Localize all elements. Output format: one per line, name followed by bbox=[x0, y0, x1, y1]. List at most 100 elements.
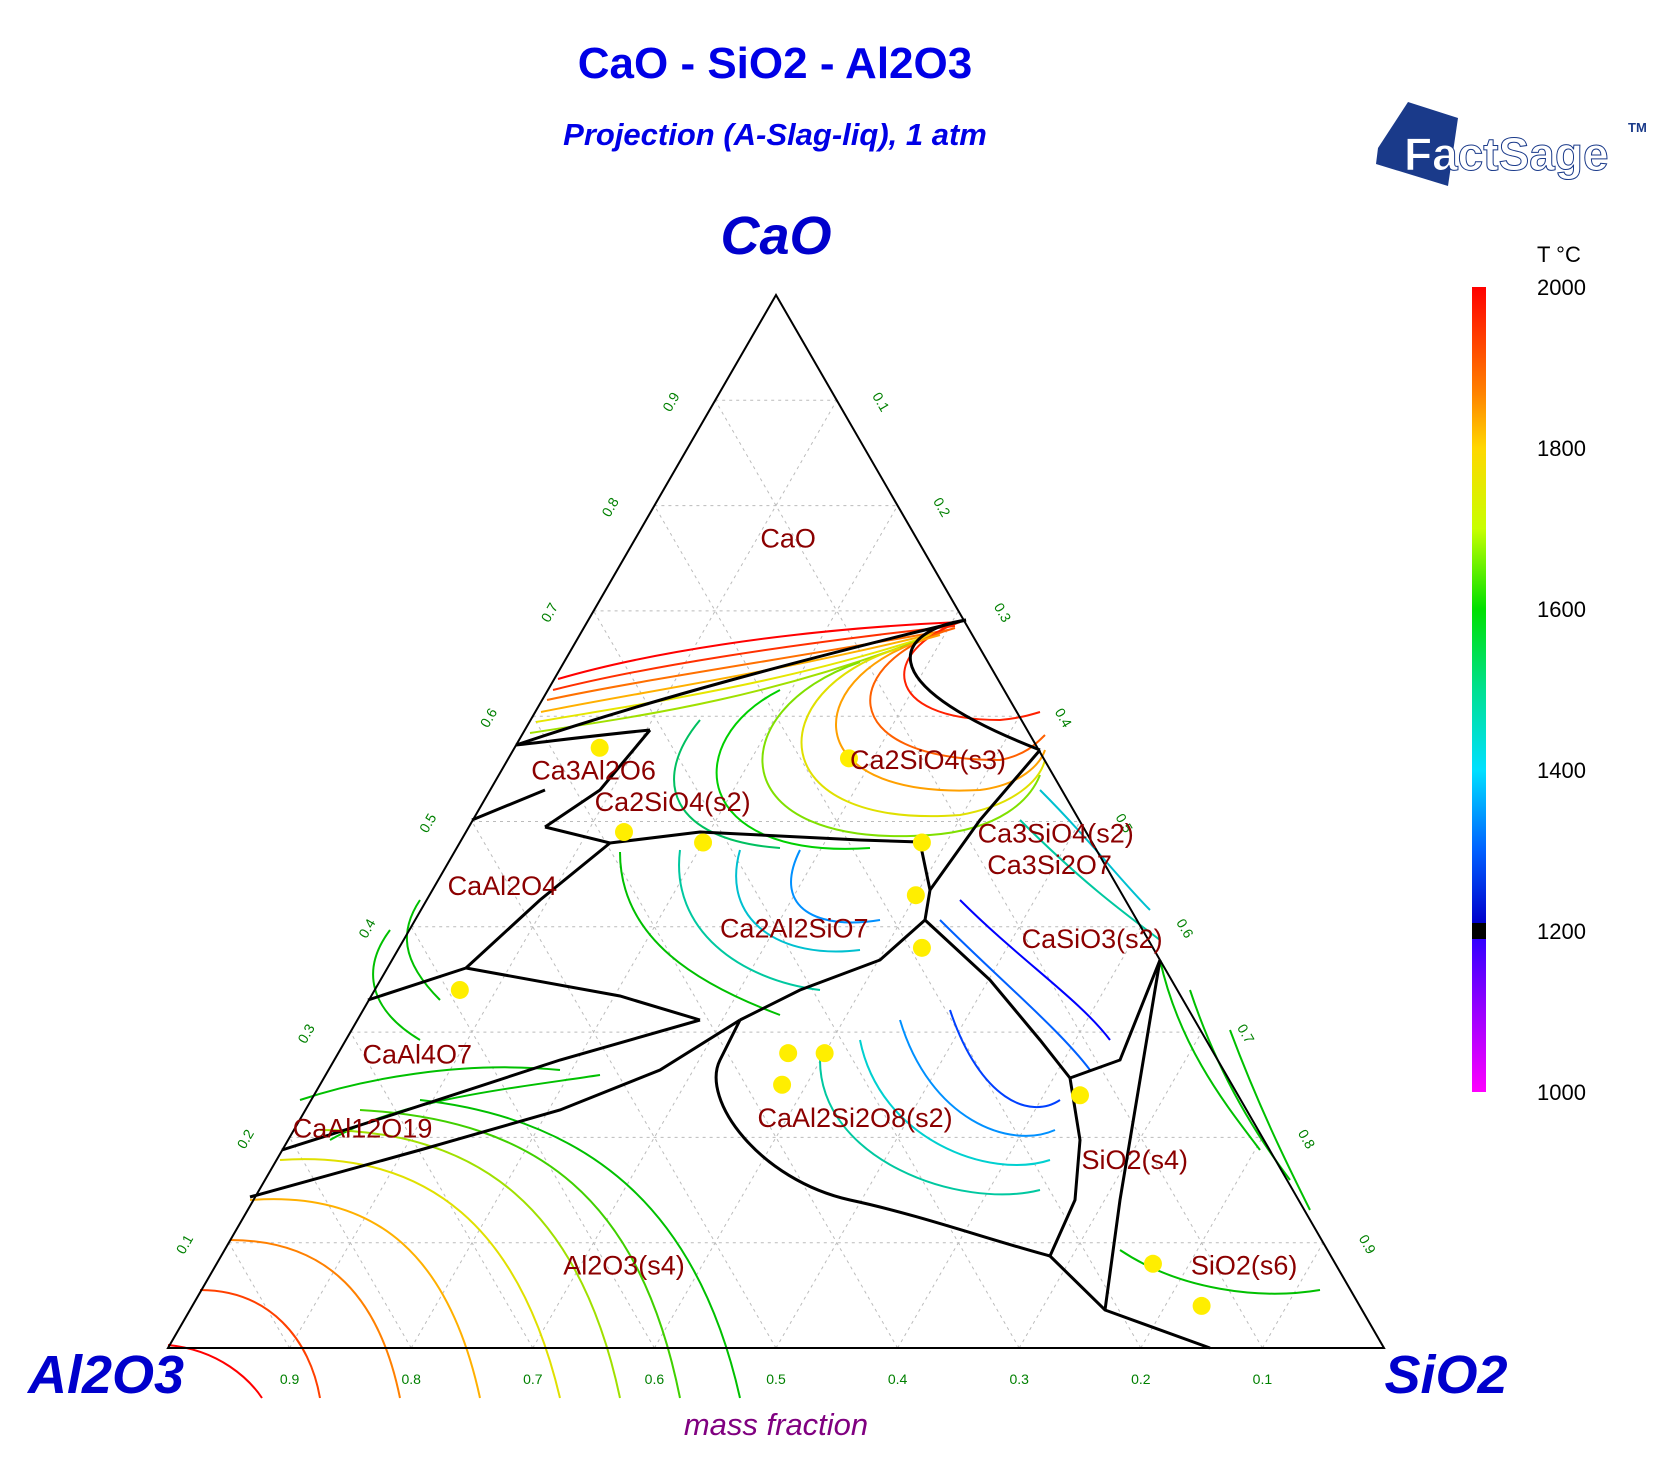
phase-label: CaO bbox=[760, 524, 816, 554]
tick-label-right: 0.3 bbox=[991, 600, 1015, 625]
al2o3-7 bbox=[359, 1109, 681, 1399]
invariant-point bbox=[839, 749, 858, 768]
grid-line-al2o3 bbox=[349, 1031, 534, 1349]
silica-2 bbox=[1189, 989, 1291, 1181]
isotherm-2000 bbox=[557, 621, 961, 680]
casio3-2 bbox=[1039, 789, 1151, 911]
phase-label: CaAl4O7 bbox=[362, 1040, 472, 1070]
tick-label-right: 0.6 bbox=[1173, 916, 1197, 941]
colorbar-gradient bbox=[1472, 287, 1486, 1092]
phase-label: CaAl12O19 bbox=[293, 1113, 433, 1143]
tick-label-bottom: 0.6 bbox=[645, 1371, 665, 1387]
vertex-label-top: CaO bbox=[720, 206, 831, 266]
invariant-point bbox=[815, 1044, 834, 1063]
gehlenite-loop-2 bbox=[678, 849, 821, 991]
grid-line-sio2 bbox=[410, 505, 899, 1349]
tick-label-right: 0.8 bbox=[1295, 1126, 1319, 1151]
boundary-c3a-c2s bbox=[544, 729, 652, 829]
tick-label-right: 0.9 bbox=[1356, 1232, 1380, 1257]
tick-label-left: 0.6 bbox=[477, 705, 501, 730]
isotherm-1800 bbox=[535, 634, 933, 723]
chart-subtitle: Projection (A-Slag-liq), 1 atm bbox=[563, 117, 987, 152]
tick-label-bottom: 0.4 bbox=[888, 1371, 908, 1387]
boundary-ca12-al2o3 bbox=[249, 1018, 741, 1199]
ca2sio4-loop-4 bbox=[800, 647, 1046, 818]
invariant-point bbox=[615, 823, 633, 842]
boundary-silica-s4 bbox=[1048, 1077, 1082, 1257]
invariant-point bbox=[590, 738, 609, 757]
al2o3-2 bbox=[199, 1289, 321, 1399]
triangle-frame bbox=[166, 293, 1386, 1349]
colorbar-tick-label: 1000 bbox=[1537, 1080, 1586, 1105]
boundary-gehlenite-left bbox=[464, 841, 611, 970]
tick-label-right: 0.7 bbox=[1234, 1021, 1258, 1046]
invariant-point bbox=[912, 833, 931, 852]
ca2sio4-loop-5 bbox=[761, 661, 1041, 838]
invariant-point bbox=[1071, 1086, 1089, 1105]
phase-boundaries bbox=[249, 618, 1211, 1350]
al2o3-8 bbox=[419, 1099, 741, 1399]
boundary-al2o3-silica bbox=[1048, 1254, 1211, 1350]
tick-label-left: 0.7 bbox=[537, 600, 561, 625]
al2o3-5 bbox=[279, 1158, 561, 1399]
phase-label: Ca2SiO4(s3) bbox=[850, 745, 1006, 775]
tick-label-bottom: 0.8 bbox=[401, 1371, 421, 1387]
boundary-c3s-casio3 bbox=[928, 749, 1042, 891]
colorbar-tick-label: 1200 bbox=[1537, 919, 1586, 944]
boundary-casio3-anorthite bbox=[923, 918, 1072, 1079]
invariant-point bbox=[773, 1075, 792, 1094]
invariant-point bbox=[1192, 1296, 1211, 1315]
casio3-4 bbox=[959, 899, 1111, 1041]
invariant-point bbox=[906, 886, 925, 905]
chart-title: CaO - SiO2 - Al2O3 bbox=[578, 39, 972, 88]
grid-line-al2o3 bbox=[653, 505, 1142, 1349]
boundary-anorthite-al2o3 bbox=[714, 1019, 1051, 1258]
ca-al4-1 bbox=[299, 1066, 561, 1101]
tick-label-bottom: 0.1 bbox=[1253, 1371, 1273, 1387]
phase-label: SiO2(s4) bbox=[1081, 1145, 1188, 1175]
tick-label-bottom: 0.5 bbox=[766, 1371, 786, 1387]
tick-label-bottom: 0.9 bbox=[280, 1371, 300, 1387]
boundary-cao-top bbox=[515, 618, 967, 747]
ca2sio4-loop-3 bbox=[835, 634, 1046, 792]
al2o3-4 bbox=[249, 1198, 481, 1399]
phase-label: CaSiO3(s2) bbox=[1022, 924, 1163, 954]
boundary-ca-gehlenite bbox=[465, 966, 701, 1022]
tick-label-bottom: 0.3 bbox=[1009, 1371, 1029, 1387]
tick-label-bottom: 0.2 bbox=[1131, 1371, 1151, 1387]
grid-line-sio2 bbox=[1140, 1137, 1263, 1349]
logo-trademark: TM bbox=[1628, 120, 1647, 135]
boundary-ca4-ca12 bbox=[281, 1018, 701, 1152]
invariant-point bbox=[912, 938, 931, 957]
phase-label: CaAl2O4 bbox=[448, 871, 558, 901]
invariant-point bbox=[1143, 1254, 1162, 1273]
colorbar-tick-label: 1600 bbox=[1537, 597, 1586, 622]
boundary-c3a-left bbox=[471, 788, 546, 822]
grid-line-al2o3 bbox=[714, 400, 1263, 1349]
boundary-c3a-1 bbox=[515, 728, 651, 747]
vertex-label-right: SiO2 bbox=[1384, 1345, 1507, 1405]
colorbar-tick-label: 2000 bbox=[1537, 275, 1586, 300]
isotherm-contours bbox=[167, 621, 1321, 1399]
boundary-silica-s6 bbox=[1103, 959, 1162, 1311]
axis-label: mass fraction bbox=[684, 1407, 868, 1442]
boundary-ca-ca4 bbox=[367, 966, 467, 1002]
al2o3-6 bbox=[319, 1129, 621, 1399]
grid-line-al2o3 bbox=[593, 610, 1020, 1349]
anorthite-2 bbox=[859, 1039, 1051, 1166]
tick-label-left: 0.1 bbox=[173, 1232, 197, 1257]
triangle-outline bbox=[166, 293, 1386, 1349]
tick-label-left: 0.8 bbox=[598, 494, 622, 519]
boundary-gehlenite-anorthite bbox=[739, 918, 926, 1022]
phase-label: Ca3Al2O6 bbox=[531, 755, 656, 785]
phase-label: Al2O3(s4) bbox=[563, 1250, 685, 1280]
vertex-label-left: Al2O3 bbox=[26, 1345, 184, 1405]
isotherm-1750 bbox=[529, 639, 921, 734]
grid-line-sio2 bbox=[1018, 1031, 1203, 1349]
invariant-point bbox=[694, 833, 713, 852]
boundary-casio3-silica bbox=[1069, 959, 1162, 1080]
tick-label-right: 0.1 bbox=[869, 389, 893, 414]
anorthite-4 bbox=[949, 1009, 1061, 1109]
phase-label: Ca3Si2O7 bbox=[987, 850, 1112, 880]
grid-line-al2o3 bbox=[289, 1137, 412, 1349]
